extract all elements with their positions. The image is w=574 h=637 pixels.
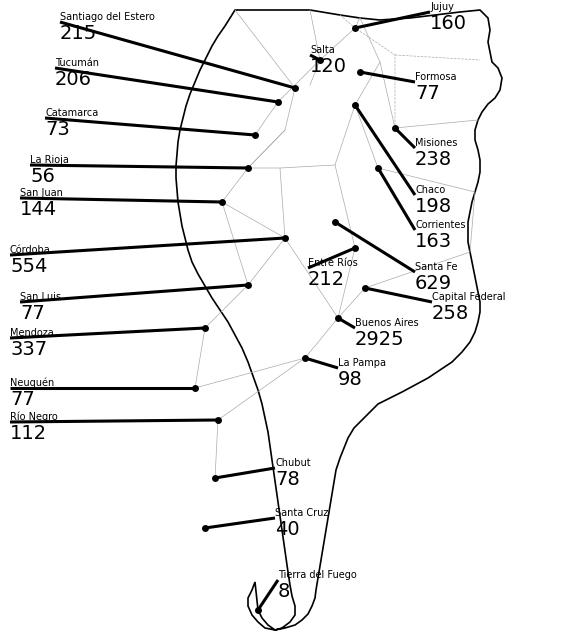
Text: 73: 73 bbox=[45, 120, 70, 139]
Polygon shape bbox=[176, 10, 502, 630]
Text: Formosa: Formosa bbox=[415, 72, 456, 82]
Text: 163: 163 bbox=[415, 232, 452, 251]
Text: Tierra del Fuego: Tierra del Fuego bbox=[278, 570, 357, 580]
Text: 56: 56 bbox=[30, 167, 55, 186]
Text: 77: 77 bbox=[10, 390, 35, 409]
Text: 238: 238 bbox=[415, 150, 452, 169]
Text: Mendoza: Mendoza bbox=[10, 328, 54, 338]
Text: Santiago del Estero: Santiago del Estero bbox=[60, 12, 155, 22]
Text: Chaco: Chaco bbox=[415, 185, 445, 195]
Text: Santa Fe: Santa Fe bbox=[415, 262, 457, 272]
Text: La Rioja: La Rioja bbox=[30, 155, 69, 165]
Text: 144: 144 bbox=[20, 200, 57, 219]
Text: 2925: 2925 bbox=[355, 330, 405, 349]
Text: Catamarca: Catamarca bbox=[45, 108, 98, 118]
Text: Jujuy: Jujuy bbox=[430, 2, 454, 12]
Text: 112: 112 bbox=[10, 424, 47, 443]
Text: 40: 40 bbox=[275, 520, 300, 539]
Text: 160: 160 bbox=[430, 14, 467, 33]
Text: 78: 78 bbox=[275, 470, 300, 489]
Text: 198: 198 bbox=[415, 197, 452, 216]
Text: 337: 337 bbox=[10, 340, 47, 359]
Text: 206: 206 bbox=[55, 70, 92, 89]
Text: San Luis: San Luis bbox=[20, 292, 61, 302]
Text: Salta: Salta bbox=[310, 45, 335, 55]
Text: 120: 120 bbox=[310, 57, 347, 76]
Text: Buenos Aires: Buenos Aires bbox=[355, 318, 418, 328]
Text: Tucumán: Tucumán bbox=[55, 58, 99, 68]
Text: 554: 554 bbox=[10, 257, 48, 276]
Text: Río Negro: Río Negro bbox=[10, 412, 58, 422]
Text: Santa Cruz: Santa Cruz bbox=[275, 508, 328, 518]
Text: Capital Federal: Capital Federal bbox=[432, 292, 506, 302]
Text: 258: 258 bbox=[432, 304, 470, 323]
Text: Entre Ríos: Entre Ríos bbox=[308, 258, 358, 268]
Text: Misiones: Misiones bbox=[415, 138, 457, 148]
Text: La Pampa: La Pampa bbox=[338, 358, 386, 368]
Text: 77: 77 bbox=[415, 84, 440, 103]
Text: 629: 629 bbox=[415, 274, 452, 293]
Text: San Juan: San Juan bbox=[20, 188, 63, 198]
Text: 8: 8 bbox=[278, 582, 290, 601]
Text: 215: 215 bbox=[60, 24, 97, 43]
Text: 98: 98 bbox=[338, 370, 363, 389]
Text: Corrientes: Corrientes bbox=[415, 220, 466, 230]
Text: 77: 77 bbox=[20, 304, 45, 323]
Text: Córdoba: Córdoba bbox=[10, 245, 51, 255]
Text: 212: 212 bbox=[308, 270, 345, 289]
Text: Chubut: Chubut bbox=[275, 458, 311, 468]
Text: Neuquén: Neuquén bbox=[10, 378, 55, 388]
